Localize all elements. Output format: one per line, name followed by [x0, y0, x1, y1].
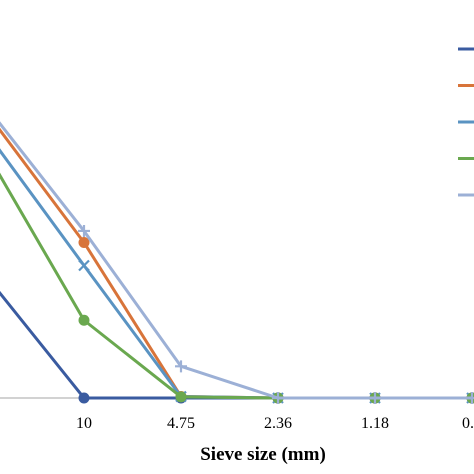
legend: [458, 47, 474, 197]
x-tick-label: 2.36: [264, 415, 292, 432]
data-point: [78, 392, 90, 404]
data-point: [466, 392, 474, 404]
series-layer: [0, 121, 474, 404]
x-tick-label: 4.75: [167, 415, 195, 432]
x-tick-label: 1.18: [361, 415, 389, 432]
series-4: [0, 172, 474, 404]
data-point: [78, 259, 90, 272]
series-line: [0, 121, 474, 400]
data-point: [78, 224, 90, 237]
series-5: [0, 121, 474, 404]
series-line: [0, 127, 474, 400]
x-axis-title: Sieve size (mm): [200, 444, 326, 465]
series-line: [0, 172, 474, 400]
x-tick-label: 10: [76, 415, 92, 432]
data-point: [272, 392, 284, 404]
data-point: [78, 314, 90, 326]
x-tick-labels: 14104.752.361.180.6: [76, 415, 474, 432]
data-point: [369, 392, 381, 404]
data-point: [78, 236, 90, 248]
data-point: [175, 360, 187, 373]
data-point: [175, 391, 187, 403]
series-2: [0, 127, 474, 404]
series-line: [0, 148, 474, 400]
x-tick-label: 0.6: [462, 415, 474, 432]
series-3: [0, 148, 474, 404]
